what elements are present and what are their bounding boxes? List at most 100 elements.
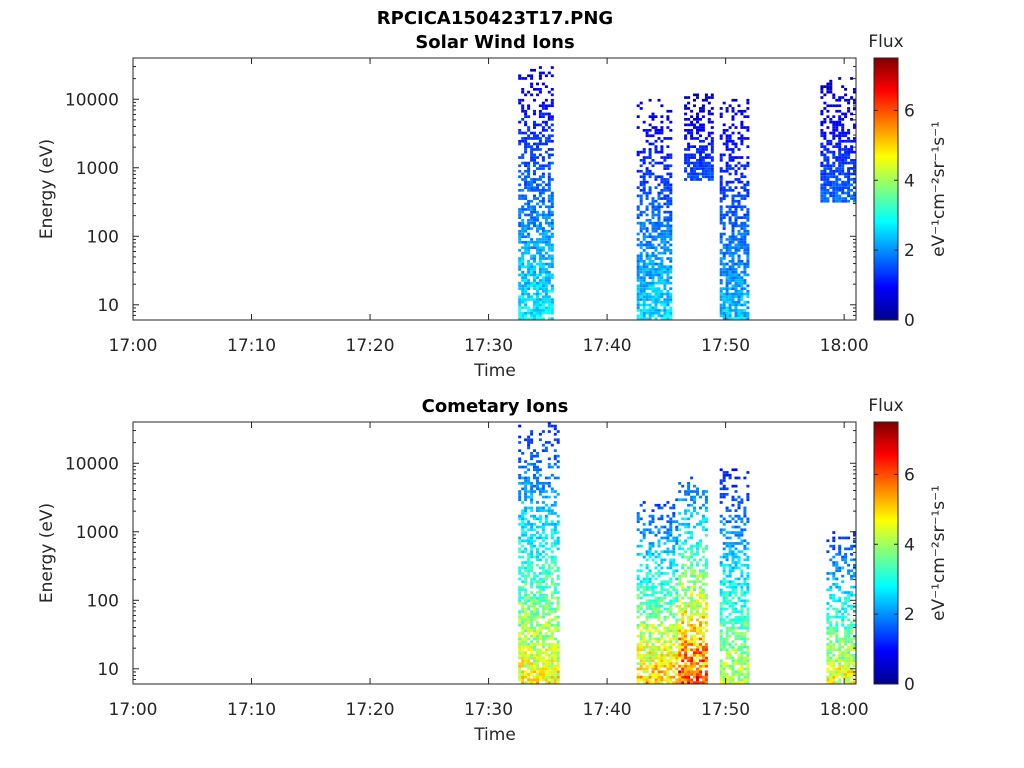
heatmap-cell [527, 645, 531, 649]
heatmap-cell [648, 648, 652, 652]
heatmap-cell [681, 681, 685, 684]
heatmap-cell [530, 137, 534, 140]
heatmap-cell [832, 539, 836, 543]
heatmap-cell [648, 654, 652, 657]
heatmap-cell [699, 159, 702, 162]
heatmap-cell [654, 599, 658, 603]
heatmap-cell [719, 520, 723, 523]
heatmap-cell [639, 101, 643, 105]
heatmap-cell [527, 224, 531, 228]
heatmap-cell [693, 175, 696, 179]
heatmap-cell [699, 681, 702, 684]
heatmap-cell [660, 525, 664, 529]
heatmap-cell [734, 262, 738, 266]
colorbar-title: Flux [868, 32, 903, 52]
heatmap-cell [678, 648, 682, 652]
heatmap-cell [527, 213, 531, 217]
colorbar-gradient [873, 421, 899, 685]
heatmap-cell [669, 629, 673, 633]
heatmap-cell [530, 441, 534, 444]
heatmap-cell [639, 675, 643, 679]
heatmap-cell [719, 257, 723, 260]
heatmap-cell [541, 572, 545, 575]
heatmap-cell [547, 221, 551, 225]
heatmap-cell [639, 175, 643, 179]
heatmap-cell [684, 523, 688, 526]
heatmap-cell [725, 662, 729, 665]
heatmap-cell [704, 544, 708, 548]
heatmap-cell [826, 643, 830, 646]
heatmap-cell [530, 533, 534, 537]
heatmap-cell [527, 446, 531, 450]
heatmap-cell [541, 449, 545, 452]
heatmap-cell [527, 654, 531, 657]
heatmap-cell [832, 96, 836, 99]
heatmap-cell [536, 216, 539, 219]
heatmap-cell [675, 613, 679, 616]
heatmap-cell [660, 115, 664, 118]
heatmap-cell [645, 588, 649, 592]
heatmap-cell [642, 268, 646, 271]
heatmap-cell [663, 588, 667, 592]
heatmap-cell [524, 664, 528, 668]
heatmap-cell [678, 645, 682, 649]
heatmap-cell [648, 169, 652, 173]
heatmap-cell [734, 651, 738, 654]
heatmap-cell [648, 240, 652, 244]
heatmap-cell [684, 591, 688, 594]
heatmap-cell [541, 626, 545, 630]
heatmap-cell [521, 555, 525, 559]
heatmap-cell [547, 180, 551, 184]
heatmap-cell [687, 580, 691, 583]
heatmap-cell [642, 640, 646, 643]
heatmap-cell [544, 306, 548, 310]
heatmap-cell [657, 544, 661, 548]
heatmap-cell [663, 156, 667, 159]
heatmap-cell [844, 648, 848, 652]
heatmap-cell [518, 175, 522, 179]
heatmap-cell [690, 514, 694, 518]
heatmap-cell [844, 656, 848, 660]
heatmap-cell [722, 591, 726, 594]
heatmap-cell [737, 202, 741, 206]
heatmap-cell [731, 295, 735, 299]
heatmap-cell [538, 629, 542, 633]
heatmap-cell [823, 137, 827, 140]
x-axis-label: Time [473, 361, 516, 381]
heatmap-cell [666, 300, 670, 304]
x-tick-label: 18:00 [820, 700, 869, 720]
heatmap-cell [645, 604, 649, 608]
heatmap-cell [547, 300, 551, 304]
heatmap-cell [728, 270, 732, 274]
heatmap-cell [684, 550, 688, 553]
heatmap-cell [533, 648, 536, 652]
heatmap-cell [636, 604, 640, 608]
heatmap-cell [722, 542, 726, 545]
heatmap-cell [553, 495, 557, 499]
heatmap-cell [696, 574, 699, 578]
heatmap-cell [544, 268, 548, 271]
heatmap-cell [533, 643, 536, 646]
heatmap-cell [832, 531, 836, 534]
heatmap-cell [740, 298, 744, 301]
heatmap-cell [518, 517, 522, 521]
heatmap-cell [639, 531, 643, 534]
heatmap-cell [681, 664, 685, 668]
heatmap-cell [521, 224, 525, 228]
heatmap-cell [645, 615, 649, 619]
heatmap-cell [669, 229, 673, 233]
heatmap-cell [521, 219, 525, 222]
heatmap-cell [550, 531, 554, 534]
heatmap-cell [743, 309, 747, 312]
heatmap-cell [684, 670, 688, 674]
colorbar-unit: eV⁻¹cm⁻²sr⁻¹s⁻¹ [929, 485, 949, 621]
heatmap-cell [536, 142, 539, 146]
heatmap-cell [547, 509, 551, 512]
heatmap-cell [544, 205, 548, 209]
heatmap-cell [666, 249, 670, 252]
heatmap-cell [521, 172, 525, 176]
heatmap-cell [835, 561, 839, 564]
heatmap-cell [521, 178, 525, 181]
heatmap-cell [666, 210, 670, 214]
heatmap-cell [544, 309, 548, 312]
